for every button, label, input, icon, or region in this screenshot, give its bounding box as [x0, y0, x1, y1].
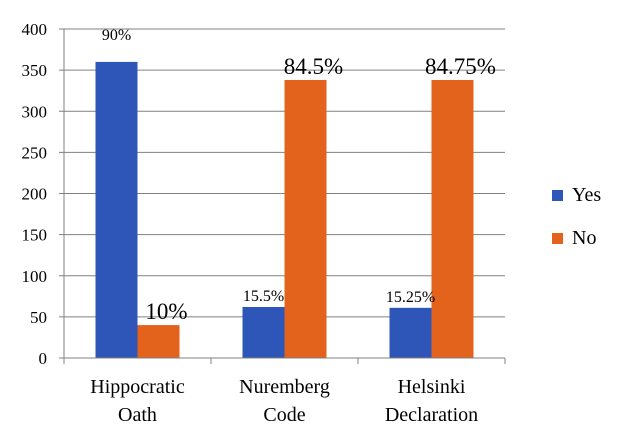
x-tick-label: Oath — [118, 404, 157, 426]
x-tick-label: Hippocratic — [90, 376, 185, 398]
legend-swatch-no — [552, 232, 563, 244]
legend: Yes No — [552, 183, 602, 271]
data-label: 84.5% — [284, 54, 343, 79]
legend-label-no: No — [572, 226, 597, 249]
y-tick-label: 0 — [39, 349, 48, 368]
y-tick-label: 50 — [30, 308, 47, 327]
y-tick-label: 350 — [22, 61, 48, 80]
data-label: 84.75% — [425, 54, 496, 79]
legend-swatch-yes — [552, 189, 563, 201]
bar-no — [137, 325, 180, 358]
bar-no — [431, 79, 474, 359]
x-axis-ticks: Hippocratic Oath Nuremberg Code Helsinki Decl… — [90, 376, 478, 426]
bar-yes — [242, 307, 285, 358]
bar-yes — [95, 61, 138, 359]
y-axis-ticks: 0 50 100 150 200 250 300 350 400 — [22, 20, 48, 368]
y-tick-label: 100 — [22, 267, 48, 286]
x-tick-label: Nuremberg — [239, 376, 330, 398]
y-tick-label: 150 — [22, 226, 48, 245]
bar-no — [284, 79, 327, 359]
x-tick-label: Helsinki — [398, 376, 466, 398]
legend-item-no: No — [552, 226, 601, 249]
data-label: 90% — [102, 27, 131, 44]
x-tick-label: Code — [263, 404, 305, 426]
data-labels: 90% 10% 15.5% 84.5% 15.25% 84.75% — [102, 27, 496, 324]
bar-yes — [389, 307, 432, 358]
data-label: 15.5% — [243, 288, 284, 305]
legend-label-yes: Yes — [572, 183, 602, 206]
y-tick-label: 200 — [22, 185, 48, 204]
x-tick-label: Declaration — [385, 404, 478, 426]
y-tick-label: 300 — [22, 102, 48, 121]
axes — [59, 28, 506, 364]
data-label: 10% — [145, 299, 187, 324]
legend-item-yes: Yes — [552, 183, 602, 206]
y-tick-label: 400 — [22, 20, 48, 39]
bars — [95, 61, 474, 359]
y-tick-label: 250 — [22, 143, 48, 162]
data-label: 15.25% — [386, 289, 435, 306]
